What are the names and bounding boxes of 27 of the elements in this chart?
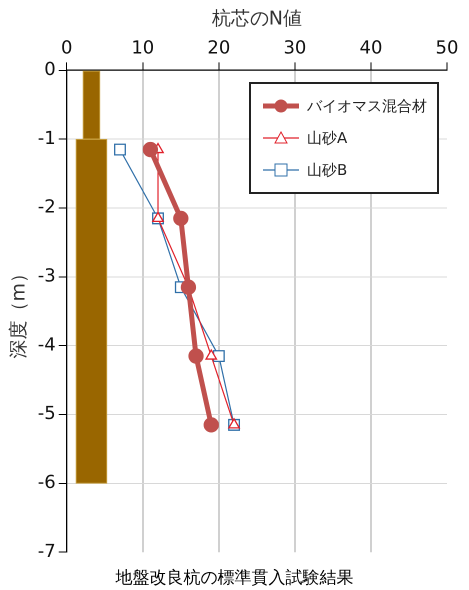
- y-tick-label: -5: [38, 403, 56, 424]
- x-tick-label: 0: [61, 37, 72, 58]
- y-tick-label: -1: [38, 128, 56, 149]
- point: [180, 280, 196, 295]
- y-axis-title: 深度（m）: [7, 264, 30, 359]
- legend-label: 山砂A: [307, 128, 348, 148]
- y-tick-label: -2: [38, 196, 56, 218]
- y-tick-label: -3: [38, 266, 56, 287]
- y-tick-label: -4: [38, 334, 56, 356]
- point: [142, 142, 158, 158]
- x-tick-label: 50: [436, 37, 458, 58]
- x-tick-label: 30: [283, 37, 306, 58]
- point: [205, 349, 218, 360]
- x-tick-label: 10: [131, 37, 154, 58]
- x-tick-label: 40: [359, 37, 382, 58]
- text: 地盤改良杭の標準貫入試験結果: [114, 567, 354, 589]
- x-tick-label: 20: [207, 37, 230, 58]
- y-tick-label: -6: [38, 472, 56, 494]
- y-tick-label: 0: [44, 59, 56, 80]
- point: [188, 348, 204, 364]
- x-axis-title: 杭芯のN値: [210, 7, 302, 30]
- legend-label: 山砂B: [307, 160, 348, 180]
- point: [114, 144, 126, 156]
- legend-label: バイオマス混合材: [307, 96, 427, 116]
- point: [173, 210, 188, 226]
- point: [204, 417, 219, 433]
- y-tick-label: -7: [38, 540, 56, 562]
